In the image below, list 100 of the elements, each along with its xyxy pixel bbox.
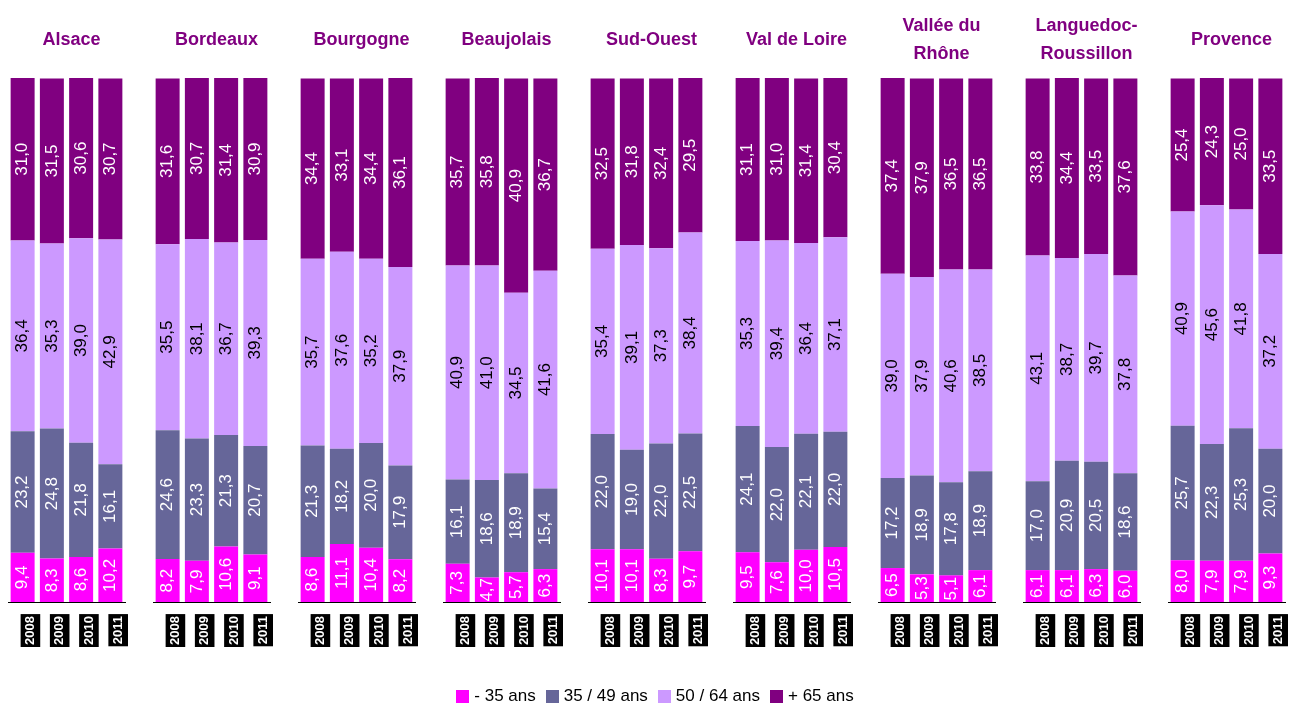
data-label: 34,5 xyxy=(505,366,525,400)
data-label: 35,8 xyxy=(476,155,496,189)
data-label: 30,6 xyxy=(70,141,90,175)
bar xyxy=(590,434,615,550)
data-label: 19,0 xyxy=(621,482,641,517)
bar xyxy=(1054,258,1079,461)
data-label: 40,6 xyxy=(940,359,960,393)
bar xyxy=(533,78,558,271)
data-label: 31,5 xyxy=(41,144,61,178)
bar xyxy=(619,78,644,246)
bar xyxy=(1113,473,1138,571)
bar xyxy=(1054,78,1079,259)
data-label: 10,4 xyxy=(360,558,380,592)
data-label: 16,1 xyxy=(100,489,120,523)
data-label: 5,7 xyxy=(505,575,525,599)
bar xyxy=(939,269,964,483)
data-label: 20,0 xyxy=(1260,484,1280,518)
data-label: 8,3 xyxy=(41,568,61,593)
bar xyxy=(155,430,180,560)
data-label: 39,4 xyxy=(766,327,786,361)
x-tick-label: 2009 xyxy=(1066,616,1082,645)
bar xyxy=(388,465,413,560)
data-label: 31,8 xyxy=(621,145,641,179)
bar xyxy=(329,251,354,449)
x-tick-label: 2011 xyxy=(1269,616,1285,645)
bar xyxy=(1199,78,1224,206)
data-label: 22,0 xyxy=(766,488,786,522)
bar xyxy=(243,78,268,240)
data-label: 22,0 xyxy=(592,475,612,509)
bar xyxy=(184,238,209,439)
bar xyxy=(939,482,964,576)
data-label: 6,1 xyxy=(1056,574,1076,598)
bar xyxy=(300,78,325,259)
data-label: 31,0 xyxy=(766,142,786,176)
data-label: 21,3 xyxy=(302,484,322,518)
bar xyxy=(678,232,703,434)
data-label: 37,9 xyxy=(390,349,410,383)
x-tick-label: 2009 xyxy=(51,616,67,645)
bar xyxy=(1054,460,1079,571)
data-label: 7,6 xyxy=(766,570,786,594)
bar xyxy=(474,78,499,266)
data-label: 30,9 xyxy=(245,142,265,176)
x-tick-label: 2011 xyxy=(399,616,415,645)
data-label: 36,7 xyxy=(215,322,235,356)
bar xyxy=(10,431,35,553)
bar xyxy=(243,554,268,603)
data-label: 36,7 xyxy=(535,158,555,192)
data-label: 31,6 xyxy=(157,144,177,178)
bar xyxy=(1025,78,1050,256)
data-label: 10,1 xyxy=(621,559,641,593)
bar xyxy=(504,473,529,573)
bar xyxy=(184,438,209,561)
x-tick-label: 2010 xyxy=(950,616,966,645)
x-tick-label: 2010 xyxy=(515,616,531,645)
bar xyxy=(359,442,384,548)
bar xyxy=(184,78,209,239)
data-label: 8,0 xyxy=(1172,569,1192,593)
bar xyxy=(98,239,123,465)
bar xyxy=(1025,481,1050,571)
data-label: 33,1 xyxy=(331,148,351,182)
data-label: 31,0 xyxy=(12,142,32,176)
x-tick-label: 2010 xyxy=(1095,616,1111,645)
data-label: 38,1 xyxy=(186,322,206,356)
chart-title: Val de Loire xyxy=(744,28,848,51)
bar xyxy=(1229,209,1254,429)
bar xyxy=(39,428,64,559)
data-label: 6,3 xyxy=(535,573,555,598)
data-label: 37,3 xyxy=(650,329,670,363)
x-tick-label: 2010 xyxy=(805,616,821,645)
data-label: 7,9 xyxy=(1230,569,1250,594)
bar xyxy=(474,480,499,578)
data-label: 24,6 xyxy=(157,478,177,512)
bar xyxy=(329,448,354,544)
data-label: 10,2 xyxy=(100,558,120,592)
chart-title: Bourgogne xyxy=(312,28,411,51)
bar xyxy=(678,78,703,233)
x-tick-label: 2008 xyxy=(167,616,182,645)
bar xyxy=(794,243,819,434)
data-label: 38,7 xyxy=(1056,342,1076,376)
x-tick-label: 2008 xyxy=(312,616,327,645)
data-label: 35,3 xyxy=(41,319,61,353)
data-label: 18,9 xyxy=(505,506,525,540)
data-label: 24,3 xyxy=(1201,125,1221,159)
data-label: 7,9 xyxy=(1201,569,1221,594)
data-label: 31,4 xyxy=(215,143,235,177)
x-tick-label: 2010 xyxy=(1240,616,1256,645)
x-tick-label: 2009 xyxy=(341,616,357,645)
bar xyxy=(735,425,760,553)
bar xyxy=(1113,78,1138,276)
bar xyxy=(880,78,905,274)
bar xyxy=(823,237,848,432)
data-label: 31,4 xyxy=(795,144,815,178)
data-label: 35,7 xyxy=(302,335,322,369)
data-label: 37,4 xyxy=(882,159,902,193)
data-label: 9,1 xyxy=(245,566,265,591)
bar xyxy=(359,258,384,443)
data-label: 38,4 xyxy=(680,316,700,350)
data-label: 36,4 xyxy=(795,321,815,356)
x-tick-label: 2008 xyxy=(892,616,907,645)
bar xyxy=(445,479,470,564)
